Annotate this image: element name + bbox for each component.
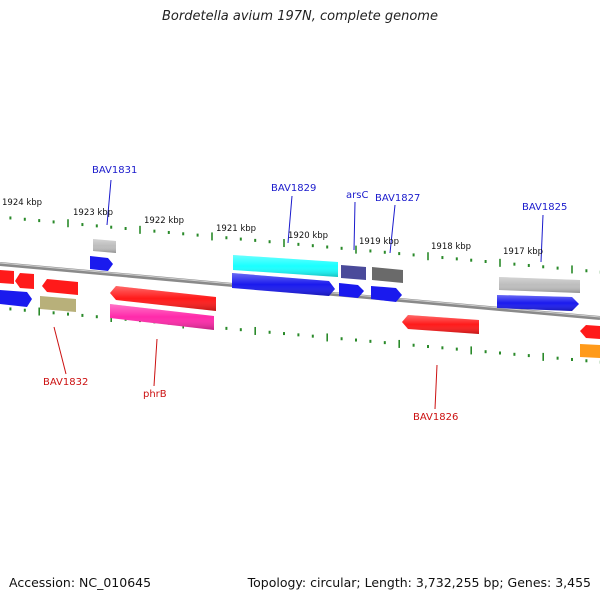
gene-label-bav1825: BAV1825: [522, 202, 567, 213]
tick-label: 1917 kbp: [503, 247, 543, 257]
gene-blue-arsc[interactable]: [339, 283, 364, 298]
gene-red-left-b[interactable]: [15, 273, 34, 289]
gene-bav1832[interactable]: [40, 296, 76, 312]
gene-label-phrb: phrB: [143, 389, 167, 400]
tick-labels: 1924 kbp 1923 kbp 1922 kbp 1921 kbp 1920…: [2, 198, 543, 257]
genome-summary: Topology: circular; Length: 3,732,255 bp…: [247, 575, 591, 590]
tick-label: 1920 kbp: [288, 231, 328, 241]
gene-arsc[interactable]: [341, 265, 366, 280]
gene-blue-right[interactable]: [371, 286, 402, 302]
gene-label-bav1826: BAV1826: [413, 412, 458, 423]
tick-label: 1921 kbp: [216, 224, 256, 234]
accession-label: Accession: NC_010645: [9, 575, 152, 590]
gene-red-left-c[interactable]: [42, 279, 78, 295]
tick-label: 1918 kbp: [431, 242, 471, 252]
gene-red-left-a[interactable]: [0, 270, 14, 284]
gene-orange-edge[interactable]: [580, 344, 600, 358]
gene-bav1827[interactable]: [372, 267, 403, 283]
gene-blue-left[interactable]: [0, 290, 32, 307]
label-leaders-bottom: [53, 326, 438, 410]
tick-label: 1919 kbp: [359, 237, 399, 247]
gene-label-bav1831: BAV1831: [92, 165, 137, 176]
gene-red-edge[interactable]: [580, 325, 600, 339]
gene-label-bav1829: BAV1829: [271, 183, 316, 194]
gene-blue-forward-1[interactable]: [90, 256, 113, 271]
map-title: Bordetella avium 197N, complete genome: [162, 9, 438, 24]
gene-label-bav1827: BAV1827: [375, 193, 420, 204]
gene-labels-reverse: BAV1832 phrB BAV1826: [43, 377, 458, 423]
tick-label: 1922 kbp: [144, 216, 184, 226]
gene-label-arsc: arsC: [346, 190, 368, 201]
tick-label: 1923 kbp: [73, 208, 113, 218]
upper-tick-row: [9, 216, 600, 274]
gene-shading: [93, 239, 580, 334]
tick-label: 1924 kbp: [2, 198, 42, 208]
gene-labels-forward: BAV1831 BAV1829 arsC BAV1827 BAV1825: [92, 165, 567, 213]
lower-tick-row: [9, 307, 600, 364]
label-leaders-top: [106, 179, 544, 263]
gene-label-bav1832: BAV1832: [43, 377, 88, 388]
